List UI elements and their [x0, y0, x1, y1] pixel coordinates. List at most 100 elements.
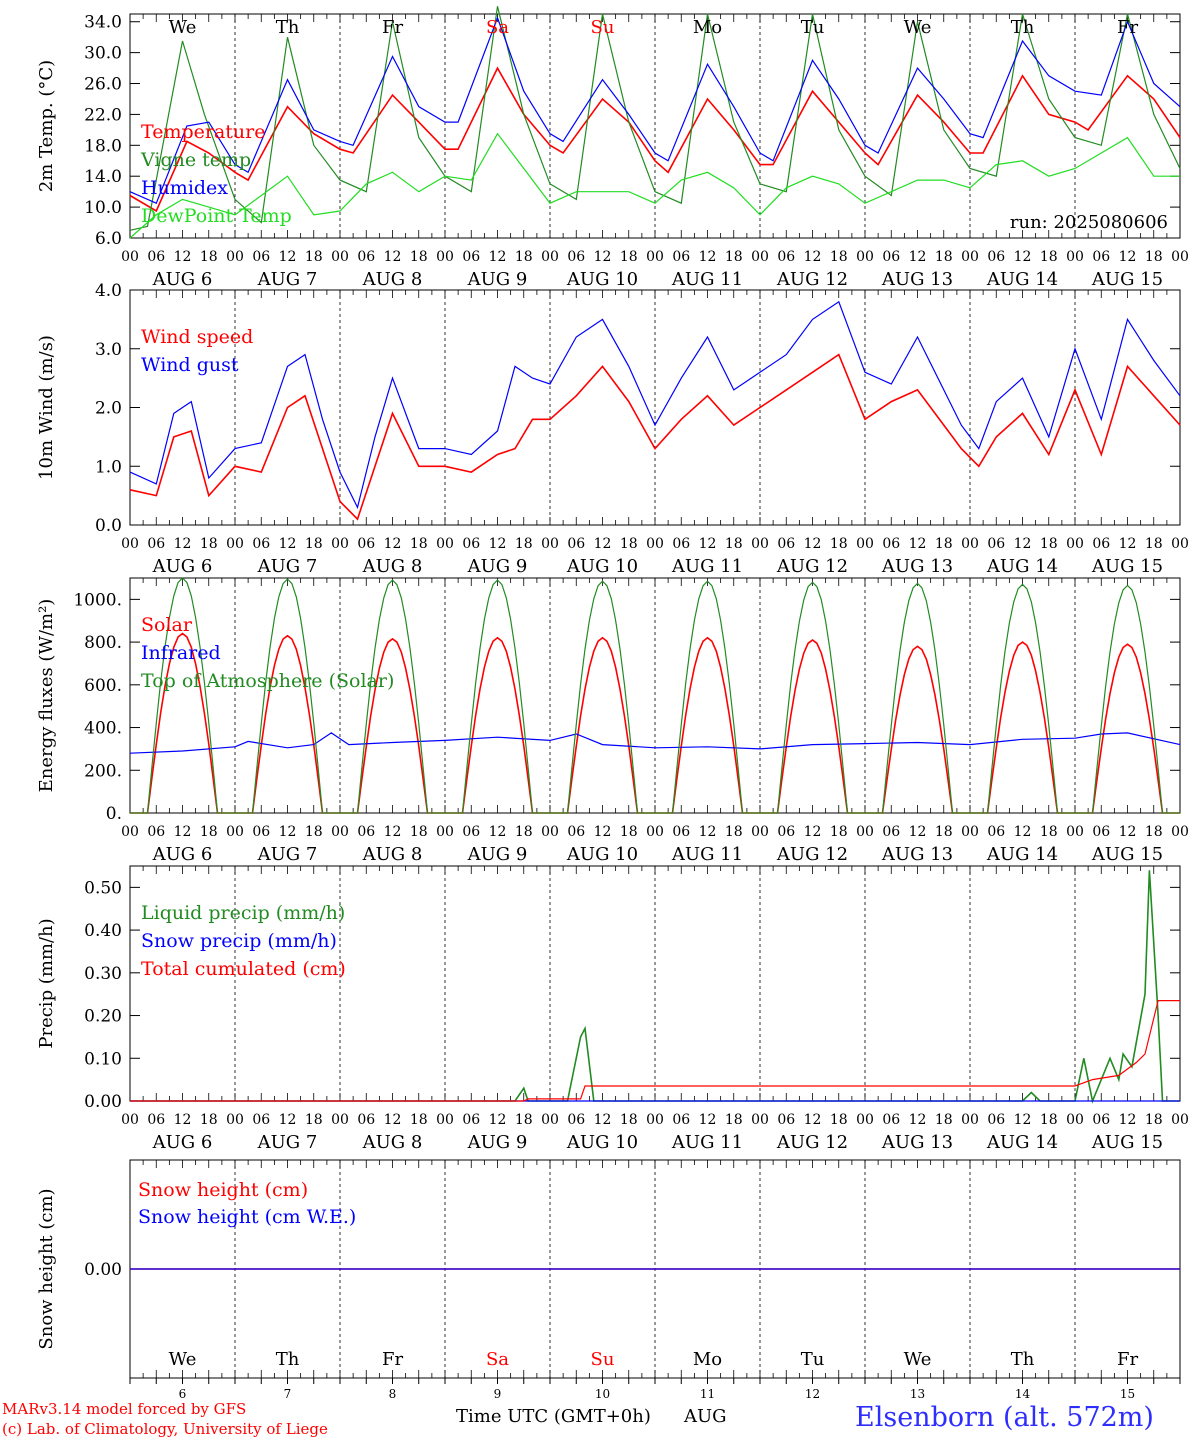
series-infrared: [129, 732, 1181, 754]
hour-tick-label: 00: [961, 1112, 979, 1128]
hour-tick-label: 00: [121, 1112, 139, 1128]
hour-tick-label: 18: [830, 1112, 848, 1128]
hour-tick-label: 12: [384, 824, 402, 840]
hour-tick-label: 18: [620, 249, 638, 265]
y-tick-label: 0.10: [84, 1049, 122, 1069]
date-label: AUG 11: [671, 1132, 743, 1153]
series-wind-speed: [129, 353, 1181, 521]
hour-tick-label: 00: [751, 1112, 769, 1128]
date-label: AUG 8: [362, 1132, 423, 1153]
y-tick-label: 6.0: [95, 229, 122, 249]
legend-entry: Total cumulated (cm): [141, 958, 346, 980]
date-label: AUG 8: [362, 556, 423, 577]
date-label: AUG 14: [986, 269, 1058, 290]
weekday-label: We: [904, 17, 932, 38]
hour-tick-label: 00: [331, 1112, 349, 1128]
weekday-label: Th: [276, 17, 300, 38]
y-tick-label: 400.: [84, 719, 122, 739]
day-number-label: 8: [389, 1387, 397, 1401]
panel-2: 0.0 1.0 2.0 3.0 4.0 10m Wind (m/s) Wind speed W…: [36, 281, 1189, 577]
date-label: AUG 14: [986, 1132, 1058, 1153]
weekday-label: Th: [1011, 17, 1035, 38]
date-label: AUG 7: [257, 556, 318, 577]
hour-tick-label: 06: [987, 1112, 1005, 1128]
day-number-label: 9: [494, 1387, 502, 1401]
y-tick-label: 0.30: [84, 964, 122, 984]
hour-tick-label: 06: [777, 536, 795, 552]
hour-tick-label: 18: [725, 536, 743, 552]
y-tick-label: 200.: [84, 761, 122, 781]
hour-tick-label: 06: [777, 824, 795, 840]
hour-tick-label: 06: [987, 824, 1005, 840]
hour-tick-label: 00: [121, 824, 139, 840]
y-tick-label: 34.0: [84, 13, 122, 33]
hour-tick-label: 06: [357, 824, 375, 840]
hour-tick-label: 12: [1014, 1112, 1032, 1128]
series-vigne-temp: [129, 6, 1181, 231]
hour-tick-label: 00: [436, 536, 454, 552]
hour-tick-label: 12: [594, 249, 612, 265]
hour-tick-label: 12: [279, 249, 297, 265]
hour-tick-label: 18: [1040, 824, 1058, 840]
hour-tick-label: 06: [252, 249, 270, 265]
hour-tick-label: 00: [961, 824, 979, 840]
hour-tick-label: 18: [935, 824, 953, 840]
hour-tick-label: 12: [804, 536, 822, 552]
y-axis-label: 10m Wind (m/s): [36, 335, 57, 480]
hour-tick-label: 18: [725, 249, 743, 265]
hour-tick-label: 00: [331, 536, 349, 552]
hour-tick-label: 12: [1014, 249, 1032, 265]
hour-tick-label: 12: [489, 249, 507, 265]
hour-tick-label: 12: [804, 824, 822, 840]
hour-tick-label: 12: [699, 1112, 717, 1128]
y-tick-label: 0.20: [84, 1007, 122, 1027]
date-label: AUG 15: [1091, 1132, 1163, 1153]
hour-tick-label: 00: [856, 249, 874, 265]
hour-tick-label: 00: [226, 536, 244, 552]
hour-tick-label: 00: [226, 249, 244, 265]
hour-tick-label: 00: [1171, 824, 1189, 840]
hour-tick-label: 00: [1171, 1112, 1189, 1128]
date-label: AUG 13: [881, 556, 953, 577]
series-humidex: [129, 16, 1181, 204]
weekday-label: We: [169, 1349, 197, 1370]
lab-credit: (c) Lab. of Climatology, University of L…: [2, 1420, 328, 1438]
y-axis-label: Snow height (cm): [36, 1188, 57, 1349]
day-number-label: 15: [1120, 1387, 1135, 1401]
panel-3: 0. 200. 400. 600. 800. 1000. Energy fluxes (W/…: [36, 577, 1189, 865]
hour-tick-label: 06: [357, 249, 375, 265]
hour-tick-label: 12: [909, 1112, 927, 1128]
hour-tick-label: 00: [436, 1112, 454, 1128]
day-number-label: 12: [805, 1387, 820, 1401]
hour-tick-label: 06: [777, 1112, 795, 1128]
y-axis-label: Energy fluxes (W/m²): [36, 599, 57, 793]
hour-tick-label: 18: [305, 536, 323, 552]
hour-tick-label: 06: [777, 249, 795, 265]
hour-tick-label: 18: [305, 249, 323, 265]
hour-tick-label: 00: [751, 824, 769, 840]
hour-tick-label: 00: [541, 536, 559, 552]
hour-tick-label: 00: [1066, 824, 1084, 840]
hour-tick-label: 06: [882, 249, 900, 265]
y-tick-label: 0.: [106, 804, 122, 824]
hour-tick-label: 06: [147, 1112, 165, 1128]
hour-tick-label: 00: [226, 1112, 244, 1128]
weekday-label: Fr: [382, 17, 403, 38]
hour-tick-label: 06: [672, 1112, 690, 1128]
hour-tick-label: 12: [174, 1112, 192, 1128]
hour-tick-label: 00: [541, 249, 559, 265]
weekday-label: Fr: [1117, 1349, 1138, 1370]
series-dewpoint-temp: [129, 132, 1180, 239]
hour-tick-label: 12: [489, 1112, 507, 1128]
date-label: AUG 7: [257, 1132, 318, 1153]
hour-tick-label: 12: [489, 824, 507, 840]
hour-tick-label: 06: [987, 249, 1005, 265]
hour-tick-label: 06: [882, 536, 900, 552]
date-label: AUG 7: [257, 844, 318, 865]
hour-tick-label: 06: [672, 249, 690, 265]
day-number-label: 10: [595, 1387, 610, 1401]
hour-tick-label: 18: [1145, 1112, 1163, 1128]
hour-tick-label: 18: [830, 824, 848, 840]
hour-tick-label: 06: [462, 824, 480, 840]
legend-entry: Solar: [141, 614, 193, 636]
